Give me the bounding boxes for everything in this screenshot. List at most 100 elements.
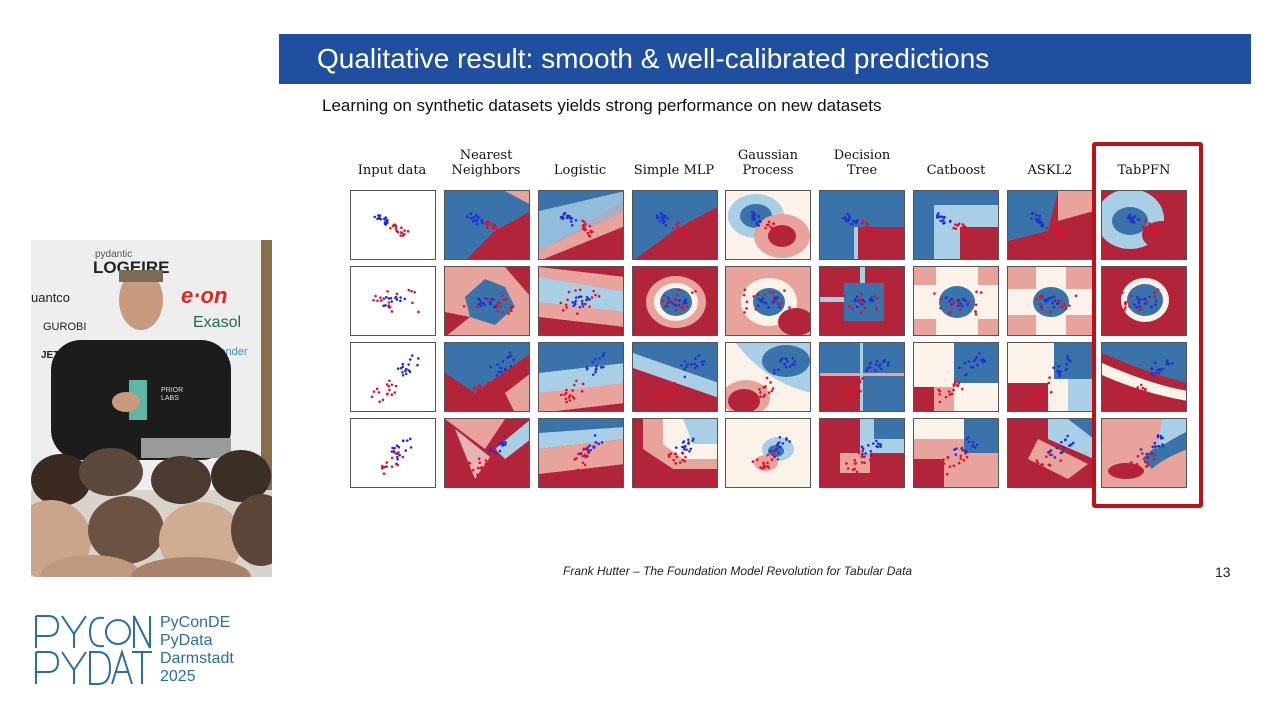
data-point [786, 360, 789, 363]
data-point [1154, 303, 1157, 307]
data-point [666, 217, 670, 220]
data-point [591, 360, 594, 364]
data-point [572, 397, 576, 400]
data-point [409, 437, 412, 441]
data-point [488, 301, 492, 304]
data-point [1154, 231, 1157, 234]
data-point [759, 395, 762, 398]
data-point [1146, 456, 1150, 459]
data-point [590, 296, 594, 299]
data-point [864, 452, 867, 455]
data-point [674, 223, 678, 227]
data-point [510, 309, 513, 313]
data-point [579, 295, 583, 298]
data-point [1156, 368, 1159, 372]
data-point [394, 384, 398, 388]
data-point [1127, 395, 1130, 399]
data-point [874, 306, 878, 310]
data-point [776, 457, 780, 461]
data-point [570, 223, 574, 227]
data-point [769, 225, 773, 229]
data-point [772, 450, 776, 453]
data-point [574, 218, 578, 222]
data-point [1057, 371, 1061, 375]
data-point [382, 304, 385, 308]
data-point [508, 351, 512, 355]
data-point [1126, 217, 1130, 220]
data-point [489, 365, 492, 369]
data-point [411, 301, 414, 305]
data-point [957, 461, 961, 465]
data-point [937, 388, 940, 392]
data-point [956, 224, 959, 227]
data-point [383, 221, 387, 225]
data-point [655, 214, 659, 217]
data-point [948, 299, 951, 303]
data-point [856, 299, 860, 302]
data-point [957, 222, 961, 226]
data-point [1050, 224, 1053, 228]
data-point [561, 309, 565, 312]
data-point [509, 364, 513, 368]
data-point [667, 453, 671, 457]
data-point [1069, 359, 1072, 363]
data-point [587, 234, 591, 237]
decision-boundary-plot [632, 266, 718, 336]
data-point [755, 221, 759, 224]
data-point [674, 390, 677, 393]
data-point [669, 392, 673, 396]
decision-boundary-plot [1007, 418, 1093, 488]
region-shape [505, 374, 529, 411]
data-point [1055, 446, 1059, 450]
data-point [866, 366, 869, 370]
data-point [496, 302, 499, 305]
data-point [975, 290, 978, 294]
data-point [872, 230, 876, 234]
data-point [753, 213, 757, 217]
decision-boundary-plot [913, 266, 999, 336]
data-point [855, 295, 859, 298]
data-point [1157, 371, 1160, 375]
svg-text:LABS: LABS [161, 395, 179, 402]
data-point [1049, 310, 1052, 313]
data-point [745, 300, 749, 304]
data-point [500, 311, 504, 314]
data-point [410, 289, 413, 293]
data-point [1137, 301, 1141, 305]
data-point [772, 298, 775, 302]
data-point [484, 459, 488, 462]
data-point [486, 226, 489, 230]
data-point [1155, 228, 1158, 231]
data-point [788, 306, 791, 309]
data-point [479, 467, 482, 470]
decision-boundary-plot [1007, 190, 1093, 260]
data-point [752, 215, 755, 219]
data-point [859, 300, 862, 304]
data-point [394, 224, 398, 228]
slide-title-bar: Qualitative result: smooth & well-calibr… [279, 34, 1251, 84]
data-point [570, 472, 573, 476]
data-point [954, 223, 957, 226]
data-point [1132, 216, 1135, 219]
data-point [1143, 302, 1147, 305]
data-point [942, 462, 946, 465]
data-point [759, 300, 763, 303]
data-point [778, 435, 782, 439]
data-point [485, 223, 489, 227]
data-point [490, 298, 494, 301]
data-point [878, 363, 882, 366]
data-point [873, 369, 877, 372]
data-point [1049, 449, 1053, 452]
data-point [939, 215, 943, 218]
data-point [490, 458, 493, 462]
data-point [476, 216, 480, 219]
data-point [573, 303, 577, 306]
data-point [376, 299, 379, 303]
data-point [407, 288, 411, 292]
data-point [846, 212, 850, 216]
data-point [1036, 461, 1040, 465]
data-point [396, 463, 400, 467]
decision-boundary-plot [350, 342, 436, 412]
data-point [777, 451, 780, 454]
region-shape [351, 267, 435, 335]
